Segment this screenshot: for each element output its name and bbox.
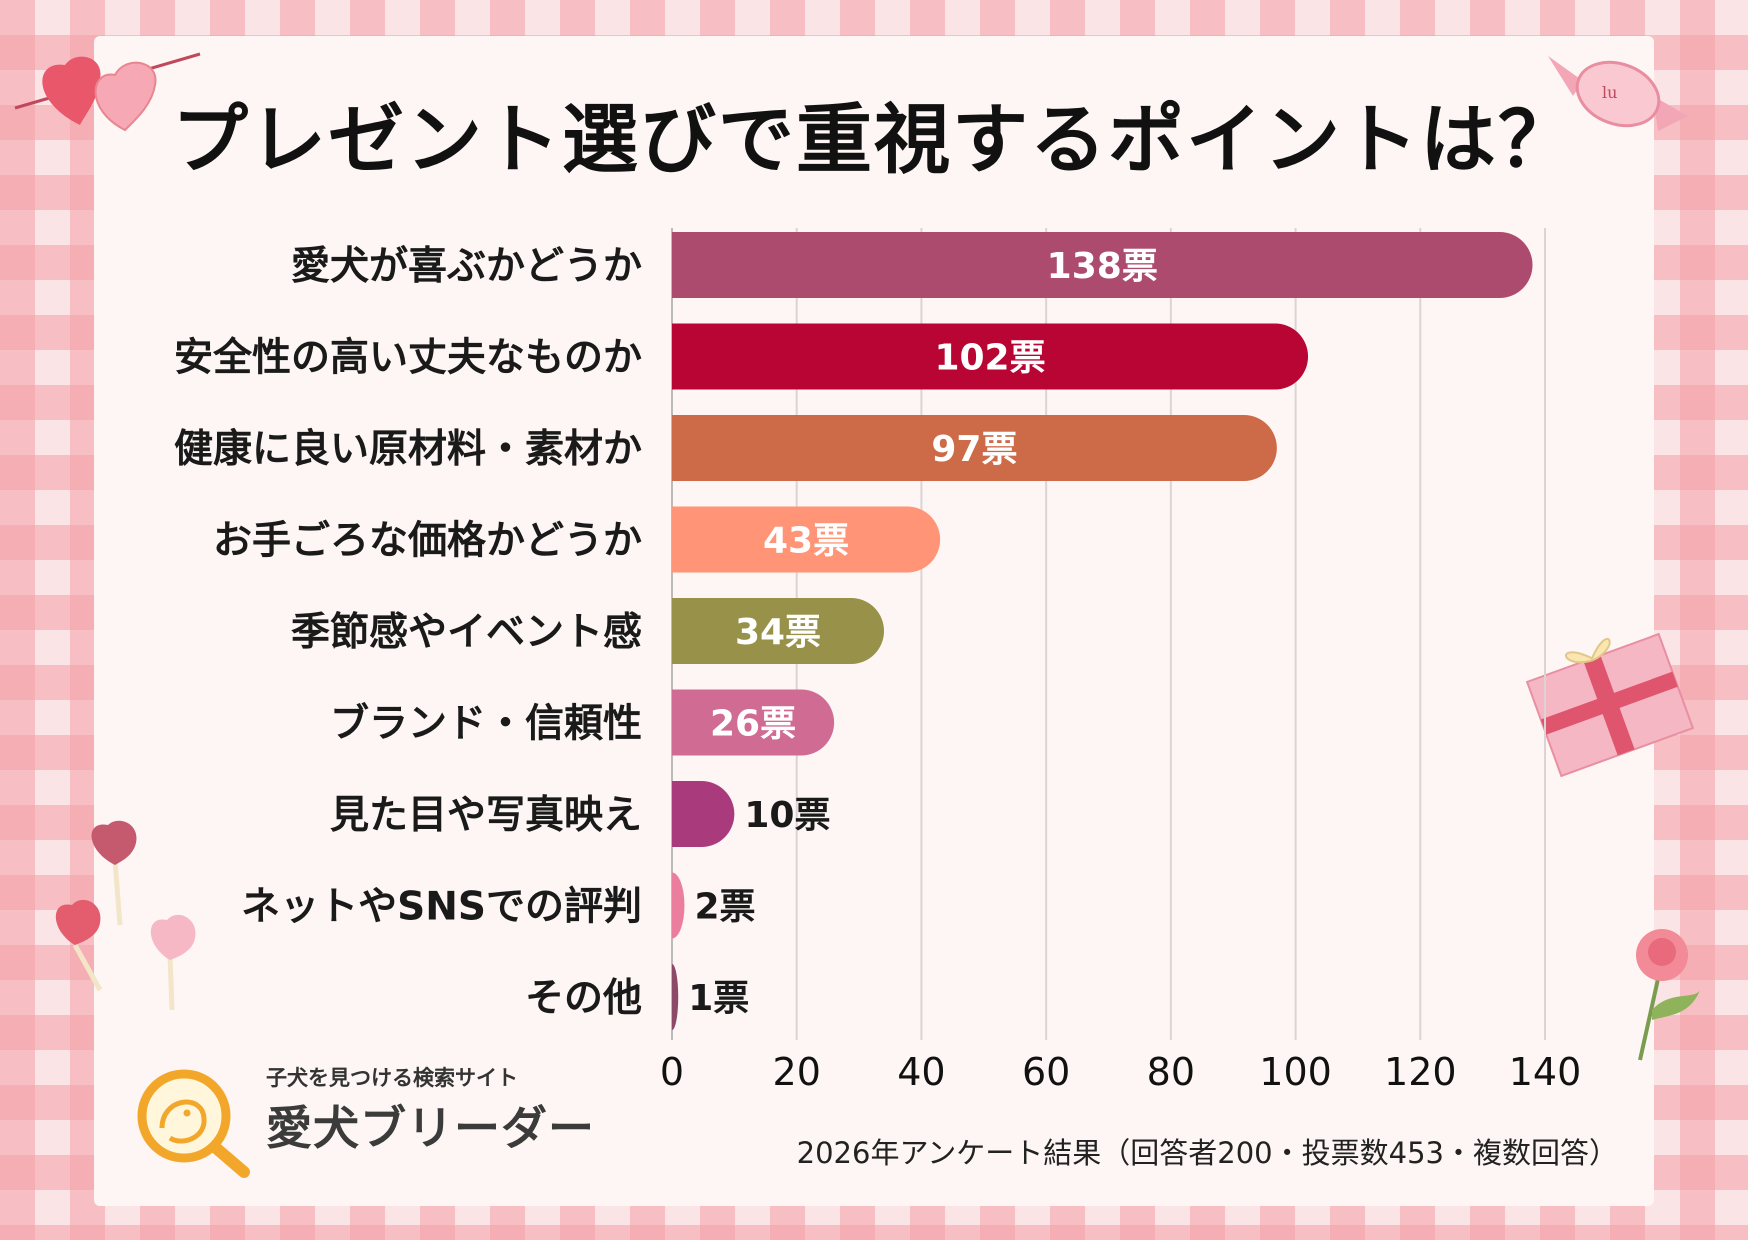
magnifier-dog-logo-icon <box>137 1069 250 1178</box>
hearts-arrow-decoration-icon <box>14 52 201 132</box>
chart-title: プレゼント選びで重視するポイントは？ <box>172 95 1576 184</box>
x-tick-label: 0 <box>660 1050 684 1094</box>
rose-decoration-icon <box>1636 929 1700 1061</box>
svg-text:lu: lu <box>1602 83 1617 102</box>
chart-category-labels: 愛犬が喜ぶかどうか安全性の高い丈夫なものか健康に良い原材料・素材かお手ごろな価格… <box>174 244 642 1021</box>
category-label: 愛犬が喜ぶかどうか <box>291 244 642 289</box>
category-label: 季節感やイベント感 <box>291 610 642 655</box>
logo-subtitle: 子犬を見つける検索サイト <box>266 1066 518 1090</box>
value-label: 43票 <box>763 521 849 562</box>
chart-value-labels: 138票 102票 97票 43票 34票 26票 10票 2票 1票 <box>688 246 1158 1019</box>
category-label: お手ごろな価格かどうか <box>213 519 642 564</box>
value-label: 10票 <box>744 795 830 836</box>
x-tick-label: 60 <box>1022 1050 1070 1094</box>
value-label: 102票 <box>934 338 1045 379</box>
chart-bars <box>672 232 1533 1030</box>
bar <box>672 964 679 1030</box>
bar <box>672 781 735 847</box>
category-label: ブランド・信頼性 <box>330 702 642 747</box>
value-label: 138票 <box>1047 246 1158 287</box>
x-tick-label: 120 <box>1384 1050 1457 1094</box>
value-label: 34票 <box>735 612 821 653</box>
category-label: 安全性の高い丈夫なものか <box>174 336 642 381</box>
logo: 子犬を見つける検索サイト 愛犬ブリーダー <box>132 1062 594 1178</box>
x-tick-label: 40 <box>897 1050 945 1094</box>
bar <box>672 232 1533 298</box>
x-tick-label: 20 <box>773 1050 821 1094</box>
category-label: その他 <box>525 976 642 1021</box>
survey-footnote: 2026年アンケート結果（回答者200・投票数453・複数回答） <box>796 1136 1618 1170</box>
chart-x-tick-labels: 0 20 40 60 80 100 120 140 <box>660 1050 1581 1094</box>
value-label: 1票 <box>688 978 749 1019</box>
value-label: 2票 <box>694 887 755 928</box>
bar <box>672 598 885 664</box>
category-label: ネットやSNSでの評判 <box>241 885 642 930</box>
x-tick-label: 100 <box>1259 1050 1332 1094</box>
bar <box>672 506 941 573</box>
category-label: 健康に良い原材料・素材か <box>174 427 642 472</box>
bar <box>672 415 1277 481</box>
bar <box>672 323 1309 390</box>
candy-decoration-icon: lu <box>1548 56 1688 131</box>
heart-lollipops-decoration-icon <box>55 820 196 1011</box>
value-label: 26票 <box>710 704 796 745</box>
value-label: 97票 <box>931 429 1017 470</box>
category-label: 見た目や写真映え <box>330 793 642 838</box>
bar <box>672 689 835 756</box>
x-tick-label: 140 <box>1509 1050 1582 1094</box>
x-tick-label: 80 <box>1147 1050 1195 1094</box>
gift-box-decoration-icon <box>1525 632 1695 778</box>
bar <box>672 872 685 939</box>
logo-name: 愛犬ブリーダー <box>266 1101 595 1155</box>
